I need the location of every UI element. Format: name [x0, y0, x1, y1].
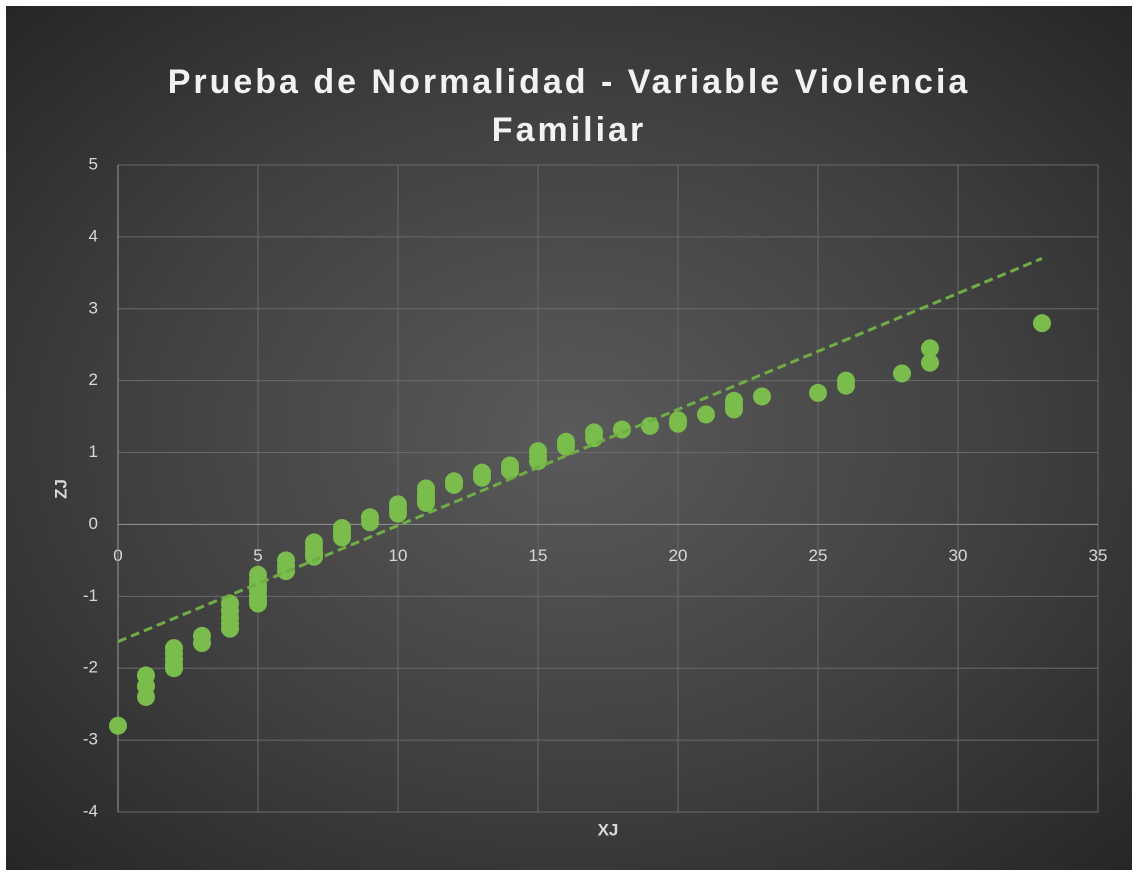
- data-point: [137, 687, 155, 706]
- data-point: [585, 429, 603, 448]
- data-point: [333, 528, 351, 547]
- data-point: [837, 376, 855, 395]
- y-tick-label: -1: [83, 586, 98, 605]
- data-point: [445, 475, 463, 494]
- y-tick-label: 3: [89, 298, 98, 317]
- data-point: [473, 468, 491, 487]
- y-tick-label: 5: [89, 154, 98, 173]
- data-point: [249, 594, 267, 613]
- data-point: [921, 339, 939, 358]
- data-point: [361, 513, 379, 532]
- chart-title: Prueba de Normalidad - Variable Violenci…: [167, 63, 971, 149]
- data-point: [501, 461, 519, 480]
- y-tick-label: 4: [89, 226, 98, 245]
- data-point: [697, 405, 715, 424]
- data-point: [753, 387, 771, 406]
- data-point: [1033, 314, 1051, 333]
- data-point: [109, 716, 127, 735]
- x-axis-title: XJ: [598, 820, 619, 839]
- y-tick-label: 0: [89, 514, 98, 533]
- y-axis-title: ZJ: [51, 479, 70, 499]
- data-point: [221, 619, 239, 638]
- x-tick-label: 20: [669, 546, 688, 565]
- data-point: [529, 452, 547, 471]
- y-tick-label: 2: [89, 370, 98, 389]
- y-tick-label: 1: [89, 442, 98, 461]
- x-tick-label: 35: [1089, 546, 1108, 565]
- chart-area: ZJ XJ -4-3-2-101234505101520253035 Prueb…: [6, 6, 1132, 870]
- x-tick-label: 5: [253, 546, 262, 565]
- data-point: [305, 547, 323, 566]
- data-point: [417, 493, 435, 512]
- data-point: [809, 383, 827, 402]
- data-point: [389, 504, 407, 523]
- data-point: [893, 364, 911, 383]
- x-tick-label: 10: [389, 546, 408, 565]
- data-point: [669, 414, 687, 433]
- data-point: [193, 634, 211, 653]
- data-point: [641, 416, 659, 435]
- y-tick-label: -2: [83, 658, 98, 677]
- chart: ZJ XJ -4-3-2-101234505101520253035: [51, 154, 1108, 839]
- x-tick-label: 15: [529, 546, 548, 565]
- x-tick-label: 30: [949, 546, 968, 565]
- data-point: [725, 400, 743, 419]
- y-tick-label: -4: [83, 801, 98, 820]
- x-tick-label: 25: [809, 546, 828, 565]
- data-point: [921, 353, 939, 372]
- trendline: [117, 257, 1043, 644]
- y-tick-label: -3: [83, 730, 98, 749]
- data-point: [165, 659, 183, 678]
- data-point: [557, 437, 575, 456]
